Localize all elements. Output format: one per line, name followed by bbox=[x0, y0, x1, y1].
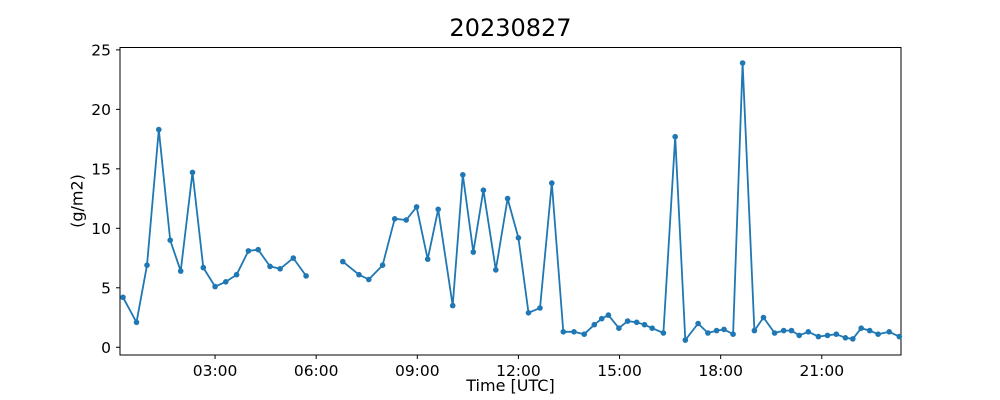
data-point-marker bbox=[624, 318, 631, 324]
data-point-marker bbox=[682, 337, 689, 343]
y-tick-label: 20 bbox=[91, 101, 111, 119]
data-point-marker bbox=[403, 217, 410, 223]
data-point-marker bbox=[233, 271, 240, 278]
axes-frame bbox=[119, 47, 902, 356]
data-point-marker bbox=[850, 336, 856, 342]
data-point-marker bbox=[255, 246, 261, 253]
data-point-marker bbox=[788, 327, 795, 334]
data-point-marker bbox=[633, 319, 640, 326]
data-point-marker bbox=[721, 326, 727, 333]
data-line bbox=[122, 128, 308, 324]
data-point-marker bbox=[449, 302, 456, 309]
x-tick-label: 06:00 bbox=[294, 362, 339, 380]
x-tick-label: 09:00 bbox=[395, 362, 440, 380]
data-point-marker bbox=[560, 329, 567, 335]
data-point-marker bbox=[858, 325, 864, 332]
chart-title: 20230827 bbox=[449, 14, 572, 42]
data-point-marker bbox=[672, 133, 678, 140]
data-point-marker bbox=[144, 262, 150, 269]
data-point-marker bbox=[223, 279, 229, 285]
data-point-marker bbox=[525, 310, 532, 316]
data-point-marker bbox=[815, 333, 822, 340]
data-point-marker bbox=[649, 325, 655, 332]
data-point-marker bbox=[713, 327, 720, 334]
data-point-marker bbox=[875, 331, 881, 338]
data-point-marker bbox=[515, 235, 522, 241]
data-point-marker bbox=[391, 216, 398, 222]
data-point-marker bbox=[504, 195, 511, 202]
data-point-marker bbox=[493, 267, 499, 273]
data-point-marker bbox=[705, 330, 711, 336]
x-tick-label: 21:00 bbox=[799, 362, 844, 380]
y-tick-label: 15 bbox=[91, 160, 111, 178]
x-tick-label: 15:00 bbox=[597, 362, 642, 380]
data-point-marker bbox=[537, 305, 543, 311]
data-point-marker bbox=[796, 332, 802, 339]
data-point-marker bbox=[379, 262, 386, 269]
data-point-marker bbox=[267, 263, 273, 270]
data-point-marker bbox=[549, 180, 555, 186]
data-point-marker bbox=[591, 321, 598, 328]
data-point-marker bbox=[571, 329, 577, 335]
data-point-marker bbox=[833, 331, 840, 338]
data-point-marker bbox=[366, 276, 372, 283]
data-point-marker bbox=[780, 327, 787, 334]
y-tick-label: 25 bbox=[91, 41, 111, 59]
data-point-marker bbox=[167, 237, 173, 243]
data-point-marker bbox=[771, 330, 778, 336]
data-point-marker bbox=[739, 60, 746, 66]
data-point-marker bbox=[189, 169, 196, 176]
data-point-marker bbox=[641, 321, 648, 328]
data-point-marker bbox=[866, 327, 873, 334]
data-point-marker bbox=[200, 264, 207, 271]
data-line bbox=[341, 62, 901, 342]
data-point-marker bbox=[133, 319, 140, 326]
data-point-marker bbox=[277, 266, 283, 272]
y-tick-label: 5 bbox=[101, 279, 111, 297]
data-point-marker bbox=[896, 333, 903, 340]
data-point-marker bbox=[842, 335, 849, 341]
data-point-marker bbox=[120, 294, 126, 301]
x-axis-label: Time [UTC] bbox=[466, 376, 555, 395]
data-point-marker bbox=[413, 204, 420, 210]
data-point-marker bbox=[695, 320, 701, 327]
data-point-marker bbox=[424, 256, 431, 263]
data-point-marker bbox=[470, 249, 477, 255]
data-point-marker bbox=[598, 315, 605, 322]
data-point-marker bbox=[177, 268, 184, 274]
x-tick-label: 03:00 bbox=[193, 362, 238, 380]
data-point-marker bbox=[760, 314, 767, 321]
data-point-marker bbox=[156, 126, 162, 133]
y-tick-label: 0 bbox=[101, 339, 111, 357]
x-tick-label: 12:00 bbox=[496, 362, 541, 380]
data-point-marker bbox=[581, 331, 587, 338]
data-point-marker bbox=[340, 258, 346, 265]
data-point-marker bbox=[303, 273, 309, 279]
data-point-marker bbox=[290, 255, 297, 261]
data-point-marker bbox=[730, 331, 736, 338]
data-point-marker bbox=[605, 312, 612, 318]
data-point-marker bbox=[824, 332, 831, 339]
data-point-marker bbox=[356, 271, 362, 278]
data-point-marker bbox=[751, 327, 758, 334]
data-point-marker bbox=[435, 206, 442, 213]
data-point-marker bbox=[616, 325, 622, 332]
data-point-marker bbox=[212, 283, 218, 290]
data-point-marker bbox=[660, 330, 667, 336]
data-point-marker bbox=[460, 172, 466, 178]
data-point-marker bbox=[805, 329, 812, 335]
x-tick-label: 18:00 bbox=[698, 362, 743, 380]
y-tick-label: 10 bbox=[91, 220, 111, 238]
data-point-marker bbox=[886, 329, 892, 335]
data-point-marker bbox=[245, 248, 252, 254]
data-point-marker bbox=[480, 187, 487, 193]
